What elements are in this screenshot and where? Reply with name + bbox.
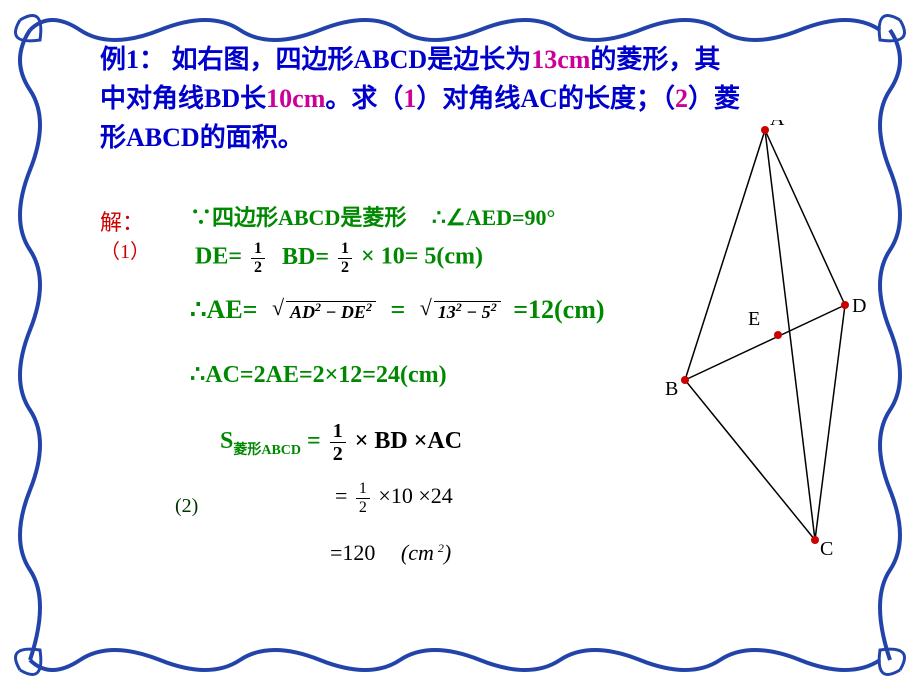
vertex-d-label: D — [852, 295, 866, 317]
step-ae-calc: ∴AE= AD2 − DE2 = 132 − 52 =12(cm) — [190, 295, 605, 325]
step-rhombus-property: ∵四边形ABCD是菱形 ∴∠AED=90° — [190, 200, 555, 232]
vertex-b-label: B — [665, 378, 678, 400]
part1-label: （1） — [100, 235, 150, 264]
part2-label: (2) — [175, 495, 198, 518]
step-area-formula: S菱形ABCD = 12 × BD ×AC — [220, 420, 462, 465]
vertex-a-label: A — [770, 120, 785, 130]
step-de-calc: DE= 12 BD= 12 × 10= 5(cm) — [195, 240, 483, 276]
vertex-c-label: C — [820, 538, 833, 560]
vertex-e-label: E — [748, 308, 760, 330]
step-area-result: =120 (cm2) — [330, 540, 451, 566]
step-area-substitute: = 12 ×10 ×24 — [335, 480, 453, 516]
rhombus-diagram: A B C D E — [630, 120, 870, 560]
solution-label: 解： — [100, 205, 144, 237]
step-ac-calc: ∴AC=2AE=2×12=24(cm) — [190, 360, 447, 389]
